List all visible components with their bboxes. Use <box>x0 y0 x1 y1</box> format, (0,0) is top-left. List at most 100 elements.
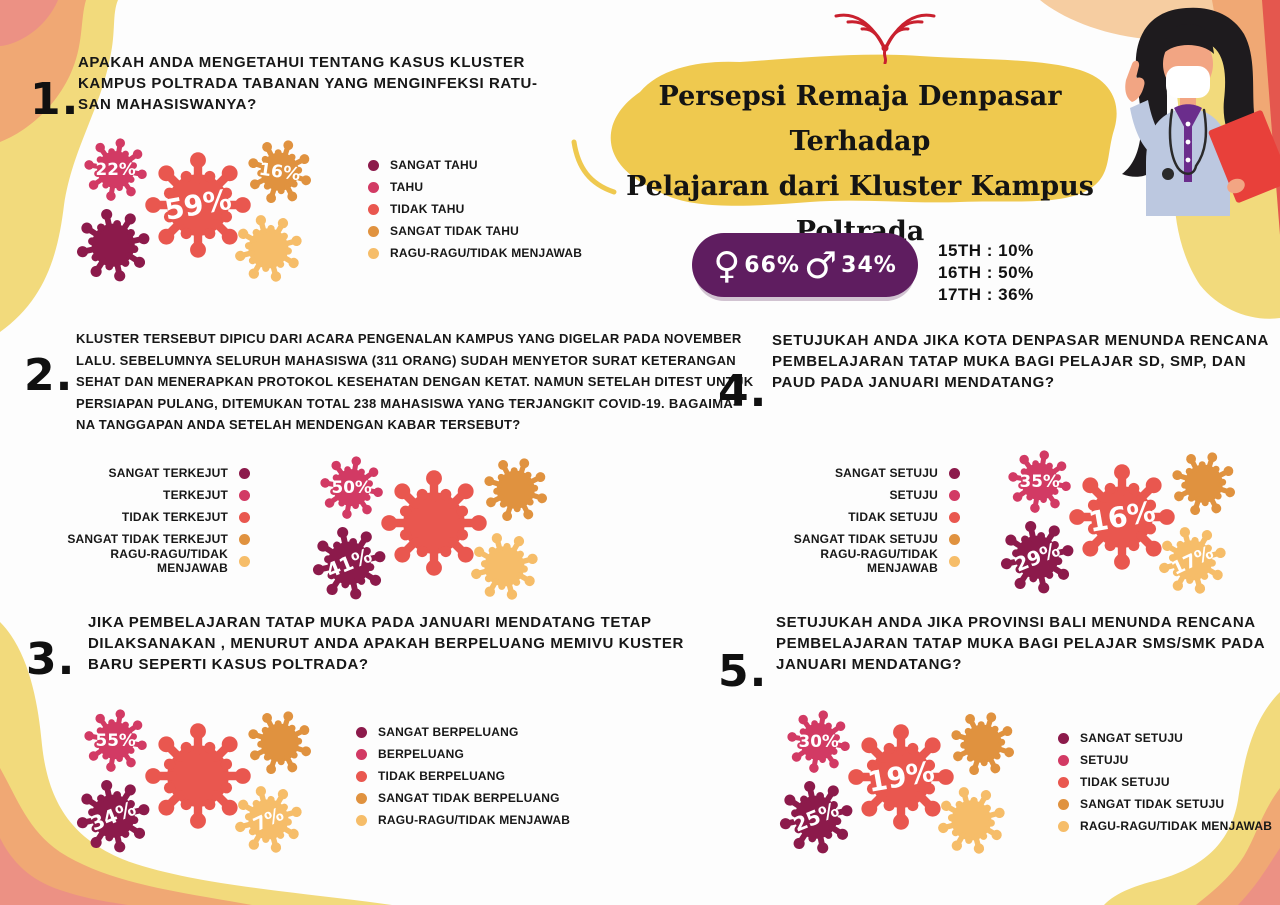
legend-dot-icon <box>1058 754 1069 766</box>
q1-bubble-tahu: 22% <box>77 131 155 209</box>
q1-bubble-tidak-tahu: 59% <box>142 149 254 261</box>
q2-bubble-tidak-terkejut <box>378 467 490 579</box>
svg-text:22%: 22% <box>96 160 136 180</box>
q2-legend-item-3: SANGAT TIDAK TERKEJUT <box>50 528 250 550</box>
q5-bubble-ragu-ragu-tidak-menjawab <box>926 775 1015 864</box>
q1-legend-item-4: RAGU-RAGU/TIDAK MENJAWAB <box>368 242 582 264</box>
legend-dot-icon <box>356 814 367 826</box>
legend-dot-icon <box>949 533 960 545</box>
age-16-stat: 16TH : 50% <box>938 263 1034 282</box>
legend-label: RAGU-RAGU/TIDAK MENJAWAB <box>1080 819 1273 833</box>
svg-text:30%: 30% <box>799 732 839 752</box>
legend-dot-icon <box>1058 732 1069 744</box>
legend-label: RAGU-RAGU/TIDAK MENJAWAB <box>390 246 583 260</box>
q2-legend-item-0: SANGAT TERKEJUT <box>50 462 250 484</box>
poster-title: Persepsi Remaja Denpasar Terhadap Pelaja… <box>626 81 1094 247</box>
question-2-text: KLUSTER TERSEBUT DIPICU DARI ACARA PENGE… <box>76 331 754 432</box>
q5-legend-item-2: TIDAK SETUJU <box>1058 771 1272 793</box>
legend-dot-icon <box>239 489 250 501</box>
q5-legend-item-4: RAGU-RAGU/TIDAK MENJAWAB <box>1058 815 1272 837</box>
svg-text:55%: 55% <box>96 731 136 751</box>
q5-bubble-tidak-setuju: 19% <box>845 721 957 833</box>
q1-legend-item-0: SANGAT TAHU <box>368 154 582 176</box>
q3-legend-item-3: SANGAT TIDAK BERPELUANG <box>356 787 570 809</box>
male-icon: ♂ <box>803 243 838 287</box>
q3-legend: SANGAT BERPELUANG BERPELUANG TIDAK BERPELU… <box>356 721 570 831</box>
q4-legend-item-4: RAGU-RAGU/TIDAK MENJAWAB <box>758 547 960 575</box>
legend-label: SETUJU <box>889 488 938 502</box>
q1-legend-item-1: TAHU <box>368 176 582 198</box>
q5-legend-item-0: SANGAT SETUJU <box>1058 727 1272 749</box>
q2-legend-item-2: TIDAK TERKEJUT <box>50 506 250 528</box>
q2-legend-item-4: RAGU-RAGU/TIDAK MENJAWAB <box>50 547 250 575</box>
legend-label: SANGAT BERPELUANG <box>378 725 519 739</box>
age-17-stat: 17TH : 36% <box>938 285 1034 304</box>
female-percentage: 66% <box>744 252 800 278</box>
legend-label: TIDAK BERPELUANG <box>378 769 506 783</box>
legend-label: RAGU-RAGU/TIDAK MENJAWAB <box>378 813 571 827</box>
q5-bubble-sangat-tidak-setuju <box>939 700 1026 787</box>
legend-dot-icon <box>1058 776 1069 788</box>
q1-legend-item-3: SANGAT TIDAK TAHU <box>368 220 582 242</box>
q2-bubble-sangat-tidak-terkejut <box>472 446 559 533</box>
legend-dot-icon <box>949 555 960 567</box>
svg-text:50%: 50% <box>332 478 372 498</box>
legend-dot-icon <box>1058 798 1069 810</box>
svg-text:35%: 35% <box>1020 472 1060 492</box>
q1-bubble-ragu-ragu-tidak-menjawab <box>223 203 312 292</box>
legend-label: SANGAT SETUJU <box>834 466 938 480</box>
legend-label: SANGAT TIDAK TAHU <box>390 224 519 238</box>
legend-dot-icon <box>239 555 250 567</box>
q2-bubble-ragu-ragu-tidak-menjawab <box>459 521 548 610</box>
q2-legend-item-1: TERKEJUT <box>50 484 250 506</box>
q3-bubble-sangat-tidak-berpeluang <box>236 699 323 786</box>
legend-label: TIDAK TERKEJUT <box>121 510 228 524</box>
legend-label: RAGU-RAGU/TIDAK MENJAWAB <box>110 547 228 575</box>
legend-dot-icon <box>368 225 379 237</box>
q4-legend-item-0: SANGAT SETUJU <box>758 462 960 484</box>
q3-bubble-ragu-ragu-tidak-menjawab: 7% <box>223 774 312 863</box>
legend-dot-icon <box>368 159 379 171</box>
legend-label: TIDAK TAHU <box>390 202 465 216</box>
question-1-text: APAKAH ANDA MENGETAHUI TENTANG KASUS KLU… <box>78 54 538 113</box>
title-blob <box>610 54 1117 206</box>
question-4-number: 4. <box>718 366 768 417</box>
male-percentage: 34% <box>841 252 897 278</box>
q3-bubble-sangat-berpeluang: 34% <box>67 770 160 863</box>
q1-bubble-sangat-tahu <box>67 199 160 292</box>
question-5-text: SETUJUKAH ANDA JIKA PROVINSI BALI MENUND… <box>776 614 1266 673</box>
legend-label: SANGAT TERKEJUT <box>108 466 228 480</box>
doctor-illustration <box>1122 7 1280 216</box>
q4-bubble-tidak-setuju: 16% <box>1066 461 1178 573</box>
question-3-text: JIKA PEMBELAJARAN TATAP MUKA PADA JANUAR… <box>88 614 684 673</box>
legend-dot-icon <box>1058 820 1069 832</box>
q2-bubble-sangat-terkejut: 41% <box>303 517 396 610</box>
legend-label: SANGAT SETUJU <box>1080 731 1184 745</box>
legend-dot-icon <box>356 770 367 782</box>
legend-label: TAHU <box>390 180 424 194</box>
legend-dot-icon <box>356 792 367 804</box>
legend-dot-icon <box>356 726 367 738</box>
q4-legend-item-1: SETUJU <box>758 484 960 506</box>
female-icon: ♀ <box>713 243 741 287</box>
q3-legend-item-1: BERPELUANG <box>356 743 570 765</box>
legend-label: SETUJU <box>1080 753 1129 767</box>
question-2-number: 2. <box>24 350 74 401</box>
legend-dot-icon <box>239 467 250 479</box>
legend-dot-icon <box>356 748 367 760</box>
legend-dot-icon <box>949 511 960 523</box>
q5-legend-item-1: SETUJU <box>1058 749 1272 771</box>
q3-legend-item-2: TIDAK BERPELUANG <box>356 765 570 787</box>
legend-label: SANGAT TAHU <box>390 158 478 172</box>
legend-label: SANGAT TIDAK SETUJU <box>1080 797 1225 811</box>
q4-legend-item-2: TIDAK SETUJU <box>758 506 960 528</box>
legend-label: TIDAK SETUJU <box>848 510 938 524</box>
question-1-number: 1. <box>30 74 80 125</box>
red-phoenix-emblem-logo <box>834 13 936 64</box>
question-5-number: 5. <box>718 646 768 697</box>
age-distribution: 15TH : 10% 16TH : 50% 17TH : 36% <box>938 240 1034 306</box>
legend-dot-icon <box>949 489 960 501</box>
legend-dot-icon <box>239 511 250 523</box>
q1-legend-item-2: TIDAK TAHU <box>368 198 582 220</box>
